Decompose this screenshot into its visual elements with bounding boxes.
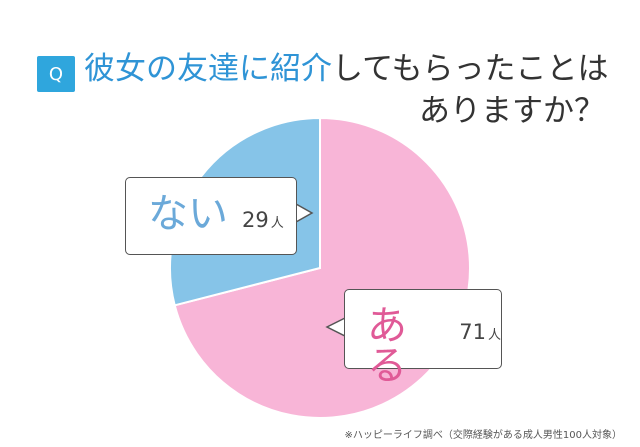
unit-nai: 人 — [270, 216, 284, 231]
chart-title-line1: 彼女の友達に紹介してもらったことは — [84, 54, 609, 85]
title-rest: してもらったことは — [332, 51, 609, 87]
label-nai: ない — [148, 191, 228, 237]
source-note: ※ハッピーライフ調べ（交際経験がある成人男性100人対象） — [344, 430, 622, 441]
callout-nai: ない 29 人 — [125, 177, 297, 255]
question-badge: Q — [37, 56, 75, 92]
callout-aru: ある 71 人 — [344, 289, 502, 386]
chart-title-line2: ありますか？ — [419, 93, 605, 129]
title-highlight: 彼女の友達に紹介 — [84, 51, 332, 87]
label-aru: ある — [367, 303, 407, 389]
unit-aru: 人 — [487, 328, 501, 343]
value-aru: 71 — [459, 320, 486, 344]
value-nai: 29 — [242, 208, 269, 232]
